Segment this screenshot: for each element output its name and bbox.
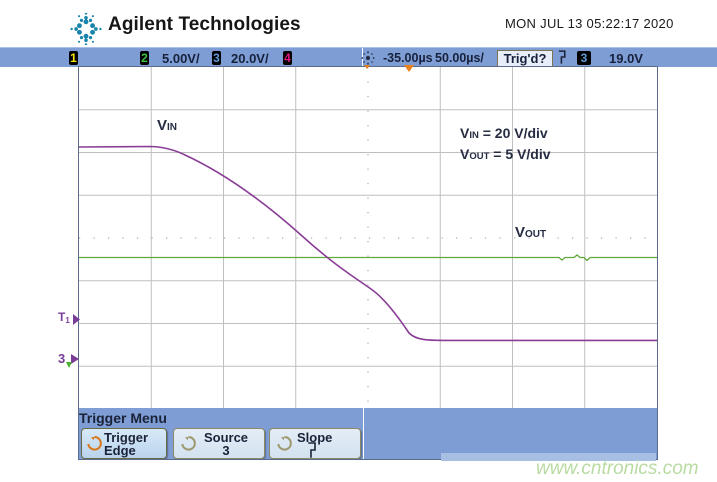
svg-text:T1: T1 [58, 310, 70, 325]
svg-text:3: 3 [58, 351, 65, 366]
